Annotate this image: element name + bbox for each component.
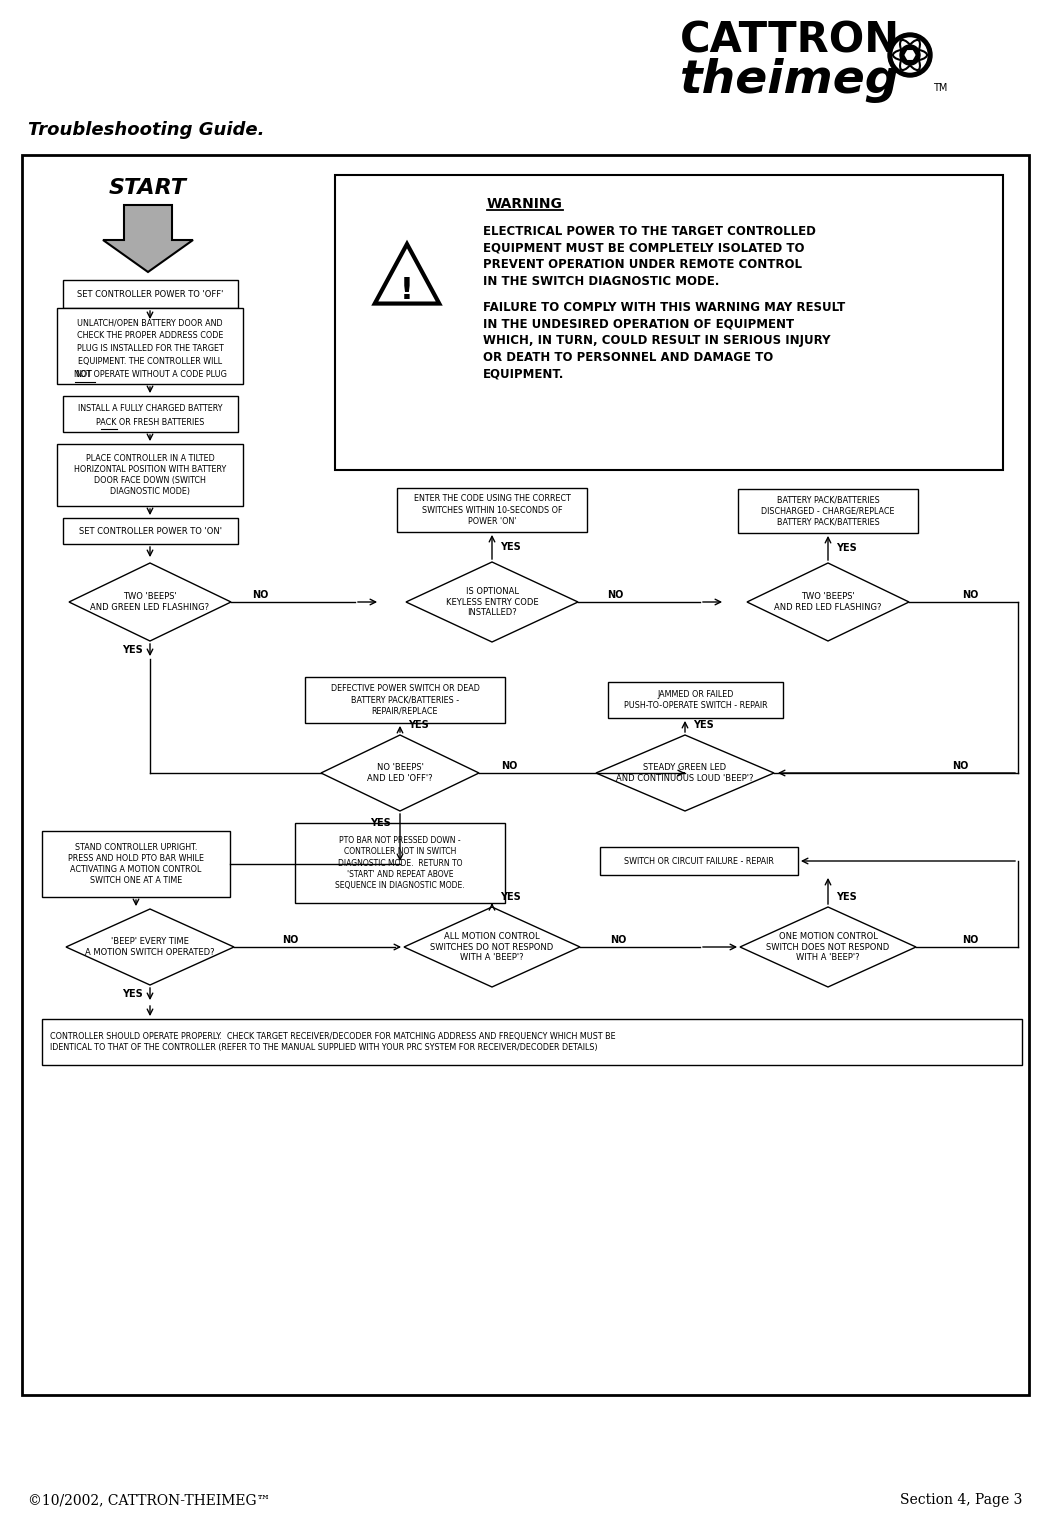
Polygon shape	[740, 908, 916, 987]
Text: PREVENT OPERATION UNDER REMOTE CONTROL: PREVENT OPERATION UNDER REMOTE CONTROL	[483, 257, 802, 271]
FancyBboxPatch shape	[397, 487, 587, 532]
FancyBboxPatch shape	[42, 832, 230, 897]
FancyBboxPatch shape	[63, 280, 238, 308]
FancyBboxPatch shape	[63, 518, 238, 544]
FancyBboxPatch shape	[738, 489, 918, 533]
Text: TM: TM	[933, 82, 947, 93]
Text: Troubleshooting Guide.: Troubleshooting Guide.	[28, 120, 264, 139]
Text: CHECK THE PROPER ADDRESS CODE: CHECK THE PROPER ADDRESS CODE	[77, 330, 223, 340]
Text: WARNING: WARNING	[487, 196, 563, 212]
Text: ONE MOTION CONTROL
SWITCH DOES NOT RESPOND
WITH A 'BEEP'?: ONE MOTION CONTROL SWITCH DOES NOT RESPO…	[767, 932, 890, 963]
Polygon shape	[103, 206, 193, 273]
Text: IS OPTIONAL
KEYLESS ENTRY CODE
INSTALLED?: IS OPTIONAL KEYLESS ENTRY CODE INSTALLED…	[446, 586, 538, 617]
Polygon shape	[406, 562, 578, 643]
Polygon shape	[321, 736, 479, 812]
Circle shape	[893, 38, 927, 72]
Text: YES: YES	[369, 818, 390, 829]
FancyBboxPatch shape	[608, 682, 783, 717]
Text: NOT: NOT	[74, 370, 92, 379]
Text: IN THE UNDESIRED OPERATION OF EQUIPMENT: IN THE UNDESIRED OPERATION OF EQUIPMENT	[483, 317, 794, 330]
Text: TWO 'BEEPS'
AND RED LED FLASHING?: TWO 'BEEPS' AND RED LED FLASHING?	[774, 592, 882, 612]
Text: EQUIPMENT MUST BE COMPLETELY ISOLATED TO: EQUIPMENT MUST BE COMPLETELY ISOLATED TO	[483, 242, 805, 254]
FancyBboxPatch shape	[600, 847, 798, 876]
Text: NO: NO	[962, 589, 978, 600]
Polygon shape	[69, 564, 231, 641]
Text: ELECTRICAL POWER TO THE TARGET CONTROLLED: ELECTRICAL POWER TO THE TARGET CONTROLLE…	[483, 225, 816, 238]
Text: SET CONTROLLER POWER TO 'ON': SET CONTROLLER POWER TO 'ON'	[79, 527, 222, 536]
Polygon shape	[404, 908, 580, 987]
Text: NO 'BEEPS'
AND LED 'OFF'?: NO 'BEEPS' AND LED 'OFF'?	[367, 763, 433, 783]
Text: BATTERY PACK/BATTERIES
DISCHARGED - CHARGE/REPLACE
BATTERY PACK/BATTERIES: BATTERY PACK/BATTERIES DISCHARGED - CHAR…	[762, 495, 895, 527]
Polygon shape	[596, 736, 774, 812]
Text: UNLATCH/OPEN BATTERY DOOR AND: UNLATCH/OPEN BATTERY DOOR AND	[78, 318, 222, 327]
Text: ALL MOTION CONTROL
SWITCHES DO NOT RESPOND
WITH A 'BEEP'?: ALL MOTION CONTROL SWITCHES DO NOT RESPO…	[430, 932, 554, 963]
Text: NO: NO	[606, 589, 623, 600]
Text: YES: YES	[499, 892, 520, 902]
Text: STEADY GREEN LED
AND CONTINUOUS LOUD 'BEEP'?: STEADY GREEN LED AND CONTINUOUS LOUD 'BE…	[616, 763, 754, 783]
Text: JAMMED OR FAILED
PUSH-TO-OPERATE SWITCH - REPAIR: JAMMED OR FAILED PUSH-TO-OPERATE SWITCH …	[624, 690, 767, 710]
Text: CONTROLLER SHOULD OPERATE PROPERLY.  CHECK TARGET RECEIVER/DECODER FOR MATCHING : CONTROLLER SHOULD OPERATE PROPERLY. CHEC…	[50, 1033, 616, 1052]
Text: PTO BAR NOT PRESSED DOWN -
CONTROLLER NOT IN SWITCH
DIAGNOSTIC MODE.  RETURN TO
: PTO BAR NOT PRESSED DOWN - CONTROLLER NO…	[336, 836, 465, 889]
Text: theimeg: theimeg	[680, 58, 900, 102]
Text: SET CONTROLLER POWER TO 'OFF': SET CONTROLLER POWER TO 'OFF'	[78, 289, 223, 299]
Text: NO: NO	[609, 935, 626, 944]
FancyBboxPatch shape	[63, 396, 238, 433]
Polygon shape	[374, 244, 440, 303]
Text: YES: YES	[692, 720, 713, 730]
Text: YES: YES	[499, 542, 520, 551]
Text: NO: NO	[282, 935, 298, 944]
Text: CATTRON: CATTRON	[680, 18, 900, 61]
Text: NO: NO	[951, 762, 968, 771]
Text: PLUG IS INSTALLED FOR THE TARGET: PLUG IS INSTALLED FOR THE TARGET	[77, 344, 223, 353]
Text: WHICH, IN TURN, COULD RESULT IN SERIOUS INJURY: WHICH, IN TURN, COULD RESULT IN SERIOUS …	[483, 334, 831, 347]
Text: STAND CONTROLLER UPRIGHT.
PRESS AND HOLD PTO BAR WHILE
ACTIVATING A MOTION CONTR: STAND CONTROLLER UPRIGHT. PRESS AND HOLD…	[68, 842, 204, 885]
Text: Section 4, Page 3: Section 4, Page 3	[900, 1493, 1022, 1506]
Circle shape	[889, 34, 932, 78]
Text: YES: YES	[836, 544, 856, 553]
Text: ©10/2002, CATTRON-THEIMEG™: ©10/2002, CATTRON-THEIMEG™	[28, 1493, 271, 1506]
Text: PACK OR FRESH BATTERIES: PACK OR FRESH BATTERIES	[97, 417, 205, 426]
Text: ENTER THE CODE USING THE CORRECT
SWITCHES WITHIN 10-SECONDS OF
POWER 'ON': ENTER THE CODE USING THE CORRECT SWITCHE…	[413, 495, 571, 525]
FancyBboxPatch shape	[57, 445, 243, 506]
FancyBboxPatch shape	[42, 1019, 1022, 1065]
Text: NO: NO	[500, 762, 517, 771]
Text: !: !	[400, 276, 414, 305]
FancyBboxPatch shape	[335, 175, 1003, 471]
Text: OR DEATH TO PERSONNEL AND DAMAGE TO: OR DEATH TO PERSONNEL AND DAMAGE TO	[483, 350, 773, 364]
Text: YES: YES	[122, 646, 143, 655]
Text: EQUIPMENT.: EQUIPMENT.	[483, 367, 564, 381]
Polygon shape	[747, 564, 909, 641]
Text: SWITCH OR CIRCUIT FAILURE - REPAIR: SWITCH OR CIRCUIT FAILURE - REPAIR	[624, 856, 774, 865]
Text: 'BEEP' EVERY TIME
A MOTION SWITCH OPERATED?: 'BEEP' EVERY TIME A MOTION SWITCH OPERAT…	[85, 937, 215, 956]
Text: PLACE CONTROLLER IN A TILTED
HORIZONTAL POSITION WITH BATTERY
DOOR FACE DOWN (SW: PLACE CONTROLLER IN A TILTED HORIZONTAL …	[73, 454, 227, 496]
Text: INSTALL A FULLY CHARGED BATTERY: INSTALL A FULLY CHARGED BATTERY	[79, 404, 222, 413]
FancyBboxPatch shape	[295, 822, 505, 903]
Text: YES: YES	[122, 988, 143, 999]
Text: YES: YES	[836, 892, 856, 902]
Text: DEFECTIVE POWER SWITCH OR DEAD
BATTERY PACK/BATTERIES -
REPAIR/REPLACE: DEFECTIVE POWER SWITCH OR DEAD BATTERY P…	[330, 684, 479, 716]
Text: FAILURE TO COMPLY WITH THIS WARNING MAY RESULT: FAILURE TO COMPLY WITH THIS WARNING MAY …	[483, 302, 845, 314]
FancyBboxPatch shape	[57, 308, 243, 384]
Text: START: START	[109, 178, 187, 198]
FancyBboxPatch shape	[305, 678, 505, 723]
FancyBboxPatch shape	[22, 155, 1029, 1395]
Text: EQUIPMENT. THE CONTROLLER WILL: EQUIPMENT. THE CONTROLLER WILL	[78, 356, 222, 366]
Polygon shape	[66, 909, 234, 985]
Circle shape	[904, 49, 916, 61]
Text: TWO 'BEEPS'
AND GREEN LED FLASHING?: TWO 'BEEPS' AND GREEN LED FLASHING?	[90, 592, 210, 612]
Text: NO: NO	[962, 935, 978, 944]
Text: IN THE SWITCH DIAGNOSTIC MODE.: IN THE SWITCH DIAGNOSTIC MODE.	[483, 274, 720, 288]
Circle shape	[900, 46, 920, 65]
Text: NOT OPERATE WITHOUT A CODE PLUG: NOT OPERATE WITHOUT A CODE PLUG	[73, 370, 227, 379]
Text: NO: NO	[252, 589, 269, 600]
Text: YES: YES	[408, 720, 428, 730]
